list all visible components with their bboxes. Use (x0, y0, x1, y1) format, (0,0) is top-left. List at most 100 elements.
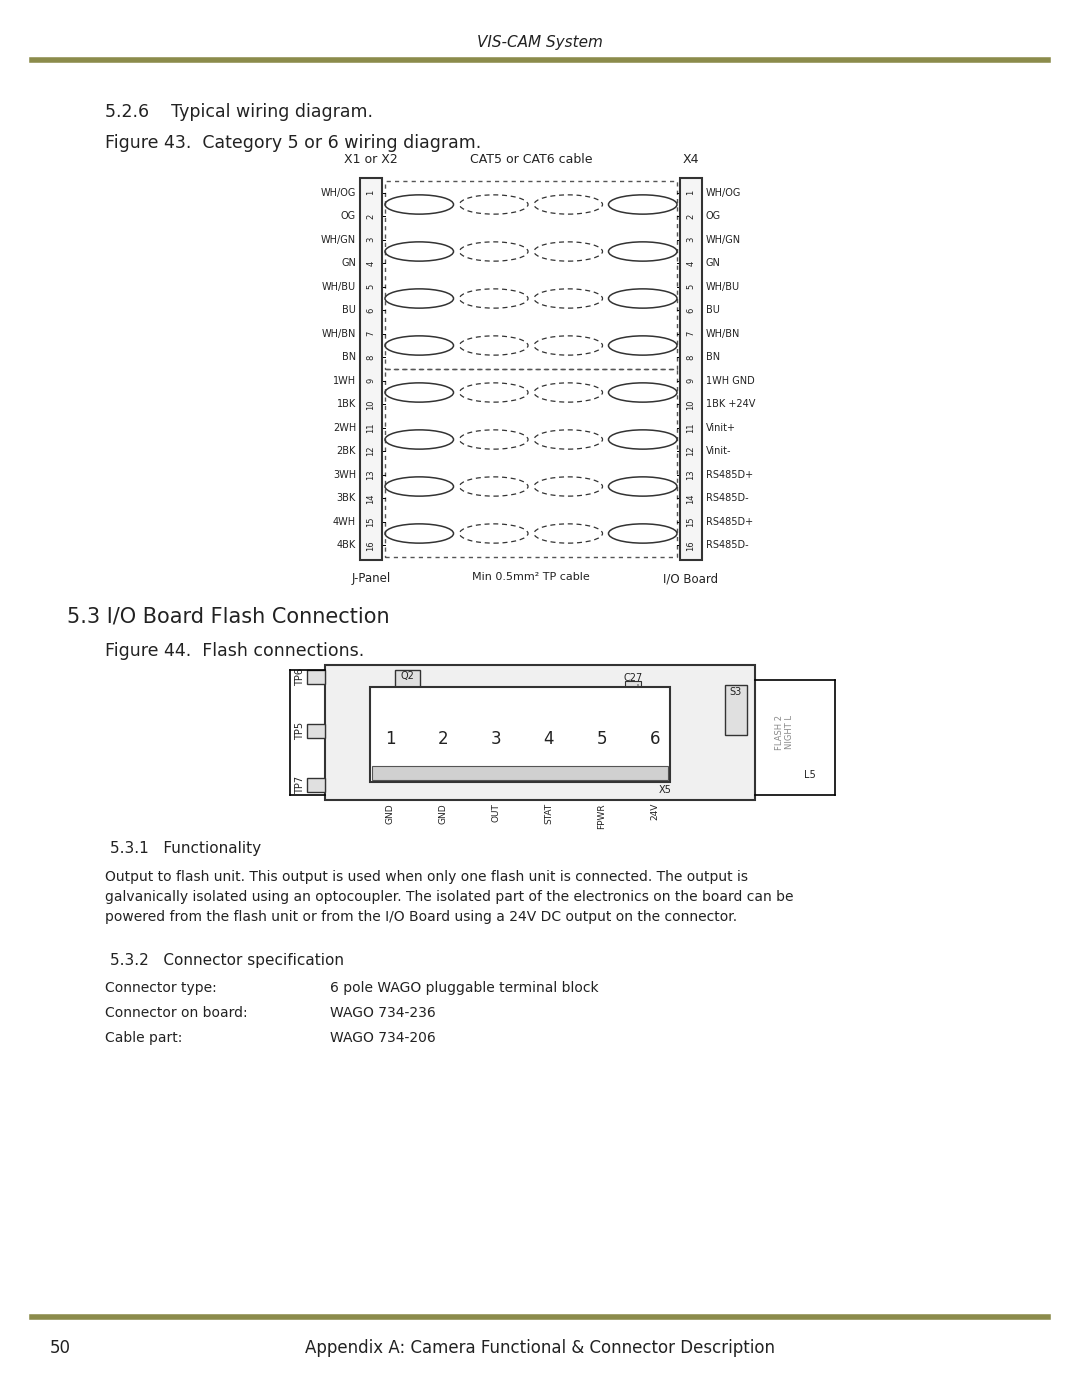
Text: 4WH: 4WH (333, 517, 356, 527)
Text: X5: X5 (659, 785, 672, 795)
Bar (625, 680, 642, 701)
Text: 11: 11 (687, 422, 696, 433)
Text: X1 or X2: X1 or X2 (345, 154, 397, 166)
Text: 6: 6 (650, 731, 660, 749)
Text: OG: OG (706, 211, 721, 221)
Text: 5.2.6    Typical wiring diagram.: 5.2.6 Typical wiring diagram. (105, 103, 373, 122)
Text: 9: 9 (366, 379, 376, 383)
Text: 8: 8 (687, 355, 696, 360)
Text: OG: OG (341, 211, 356, 221)
Text: 13: 13 (366, 469, 376, 481)
Text: +: + (633, 683, 642, 693)
Text: OUT: OUT (491, 803, 500, 821)
Text: Figure 44.  Flash connections.: Figure 44. Flash connections. (105, 643, 364, 659)
Text: BU: BU (342, 306, 356, 316)
Text: RS485D-: RS485D- (706, 493, 748, 503)
Bar (680, 177, 702, 560)
Text: Figure 43.  Category 5 or 6 wiring diagram.: Figure 43. Category 5 or 6 wiring diagra… (105, 134, 482, 152)
Bar (325, 665, 755, 800)
Text: 7: 7 (366, 331, 376, 337)
Text: Output to flash unit. This output is used when only one flash unit is connected.: Output to flash unit. This output is use… (105, 870, 794, 923)
Text: 15: 15 (366, 517, 376, 527)
Text: 1: 1 (687, 190, 696, 196)
Text: S3: S3 (730, 687, 742, 697)
Text: 1BK: 1BK (337, 400, 356, 409)
Text: 6: 6 (687, 307, 696, 313)
Text: RS485D+: RS485D+ (706, 469, 753, 479)
Text: 5.3.2   Connector specification: 5.3.2 Connector specification (110, 953, 345, 968)
Text: 2: 2 (366, 214, 376, 219)
Text: WAGO 734-236: WAGO 734-236 (330, 1006, 435, 1020)
Text: WAGO 734-206: WAGO 734-206 (330, 1031, 435, 1045)
Bar (307, 724, 325, 738)
Text: TP6: TP6 (295, 668, 305, 686)
Text: C27: C27 (623, 673, 643, 683)
Text: 4BK: 4BK (337, 541, 356, 550)
Text: GND: GND (438, 803, 447, 824)
Text: WH/BU: WH/BU (706, 282, 740, 292)
Text: Cable part:: Cable part: (105, 1031, 183, 1045)
Text: WH/GN: WH/GN (321, 235, 356, 244)
Text: 24V: 24V (650, 803, 660, 820)
Text: 2BK: 2BK (337, 446, 356, 457)
Text: 5: 5 (597, 731, 607, 749)
Text: 9: 9 (687, 379, 696, 383)
Text: WH/OG: WH/OG (321, 187, 356, 198)
Text: 12: 12 (366, 446, 376, 457)
Text: 5: 5 (687, 284, 696, 289)
Bar (384, 182, 677, 369)
Text: 13: 13 (687, 469, 696, 481)
Text: WH/GN: WH/GN (706, 235, 741, 244)
Text: 4: 4 (366, 261, 376, 265)
Text: BN: BN (706, 352, 720, 362)
Text: 6 pole WAGO pluggable terminal block: 6 pole WAGO pluggable terminal block (330, 981, 598, 995)
Text: 16: 16 (366, 539, 376, 550)
Text: 10: 10 (366, 400, 376, 409)
Bar (384, 369, 677, 557)
Text: FLASH 2
NIGHT L: FLASH 2 NIGHT L (775, 714, 795, 750)
Text: Appendix A: Camera Functional & Connector Description: Appendix A: Camera Functional & Connecto… (305, 1338, 775, 1356)
Text: X4: X4 (683, 154, 699, 166)
Bar (307, 671, 325, 685)
Bar (307, 778, 325, 792)
Bar (372, 766, 669, 780)
Text: WH/OG: WH/OG (706, 187, 741, 198)
Text: 15: 15 (687, 517, 696, 527)
Text: 12: 12 (687, 446, 696, 457)
Text: 5.3 I/O Board Flash Connection: 5.3 I/O Board Flash Connection (67, 606, 390, 626)
Text: GN: GN (706, 258, 720, 268)
Bar (395, 671, 420, 692)
Text: 5.3.1   Functionality: 5.3.1 Functionality (110, 841, 261, 855)
Text: 3: 3 (687, 237, 696, 243)
Text: 1BK +24V: 1BK +24V (706, 400, 755, 409)
Text: 1WH: 1WH (333, 376, 356, 386)
Text: 4: 4 (543, 731, 554, 749)
Text: Q2: Q2 (400, 671, 414, 680)
Text: Connector type:: Connector type: (105, 981, 217, 995)
Text: I/O Board: I/O Board (663, 571, 718, 585)
Text: 1: 1 (366, 190, 376, 196)
Text: RS485D-: RS485D- (706, 541, 748, 550)
Text: 2: 2 (437, 731, 448, 749)
Text: 3: 3 (366, 237, 376, 243)
Text: 7: 7 (687, 331, 696, 337)
Text: WH/BU: WH/BU (322, 282, 356, 292)
Text: RS485D+: RS485D+ (706, 517, 753, 527)
Text: 1WH GND: 1WH GND (706, 376, 755, 386)
Bar (370, 687, 670, 782)
Text: 8: 8 (366, 355, 376, 360)
Text: Connector on board:: Connector on board: (105, 1006, 247, 1020)
Text: STAT: STAT (544, 803, 554, 824)
Text: CAT5 or CAT6 cable: CAT5 or CAT6 cable (470, 154, 592, 166)
Text: WH/BN: WH/BN (322, 328, 356, 338)
Text: BU: BU (706, 306, 720, 316)
Text: BN: BN (342, 352, 356, 362)
Text: 50: 50 (50, 1338, 71, 1356)
Text: 2: 2 (687, 214, 696, 219)
Text: GN: GN (341, 258, 356, 268)
Text: VIS-CAM System: VIS-CAM System (477, 35, 603, 49)
Text: 14: 14 (687, 493, 696, 503)
Text: FPWR: FPWR (597, 803, 607, 828)
Text: FLASH 1: FLASH 1 (440, 717, 450, 757)
Text: TP5: TP5 (295, 722, 305, 740)
